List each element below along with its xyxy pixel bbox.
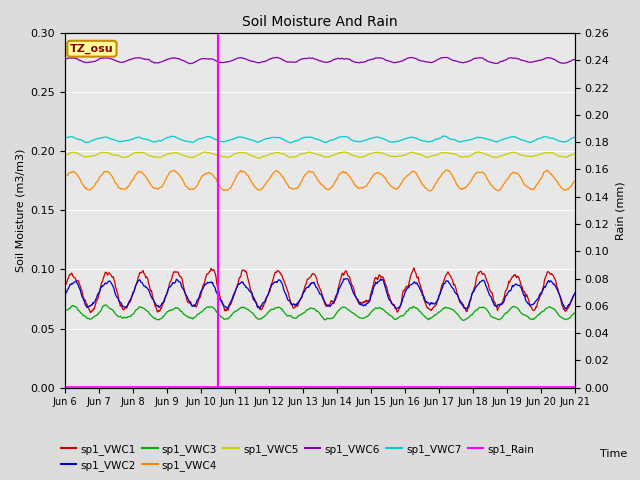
Y-axis label: Rain (mm): Rain (mm) [615, 181, 625, 240]
Legend: sp1_VWC1, sp1_VWC2, sp1_VWC3, sp1_VWC4, sp1_VWC5, sp1_VWC6, sp1_VWC7, sp1_Rain: sp1_VWC1, sp1_VWC2, sp1_VWC3, sp1_VWC4, … [56, 439, 538, 475]
Text: Time: Time [600, 449, 627, 459]
Y-axis label: Soil Moisture (m3/m3): Soil Moisture (m3/m3) [15, 149, 25, 272]
Text: TZ_osu: TZ_osu [70, 44, 114, 54]
Title: Soil Moisture And Rain: Soil Moisture And Rain [242, 15, 397, 29]
